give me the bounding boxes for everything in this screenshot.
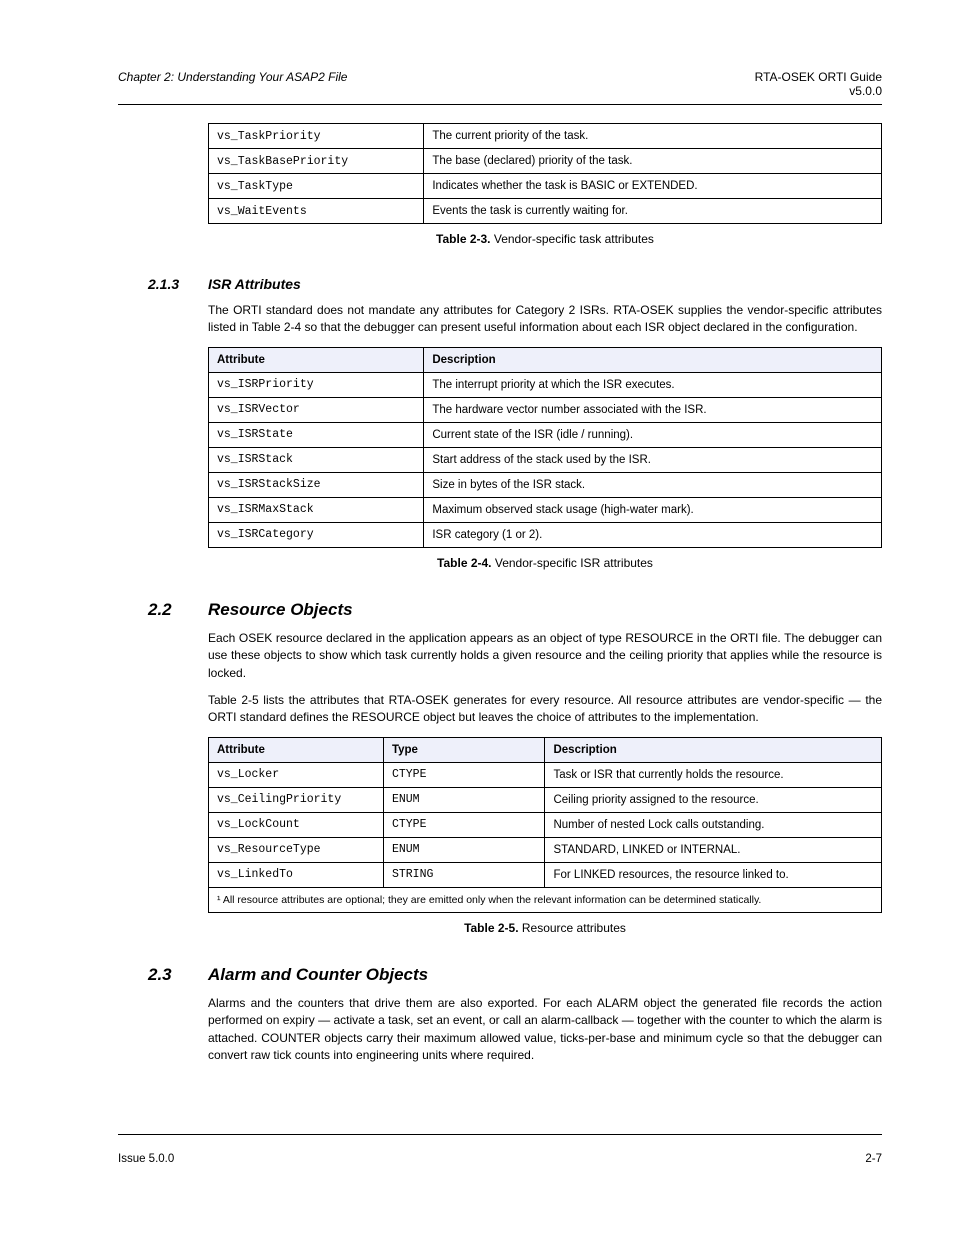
attr-cell: vs_TaskType <box>209 174 424 199</box>
attr-cell: vs_TaskPriority <box>209 124 424 149</box>
footer-left: Issue 5.0.0 <box>118 1153 174 1165</box>
table-row: vs_CeilingPriorityENUMCeiling priority a… <box>209 787 882 812</box>
table-header-row: Attribute Type Description <box>209 737 882 762</box>
attr-cell: vs_ISRMaxStack <box>209 497 424 522</box>
header-right: RTA-OSEK ORTI Guide v5.0.0 <box>755 70 882 98</box>
attr-cell: vs_ISRVector <box>209 397 424 422</box>
table-row: vs_ISRStackStart address of the stack us… <box>209 447 882 472</box>
col-header: Description <box>545 737 882 762</box>
section-2-2-title: 2.2 Resource Objects <box>208 600 882 620</box>
footer-right: 2-7 <box>865 1153 882 1165</box>
subsection-title-text: ISR Attributes <box>208 276 301 292</box>
table-2-4-caption: Table 2-4. Vendor-specific ISR attribute… <box>208 556 882 570</box>
table-2-5: Attribute Type Description vs_LockerCTYP… <box>208 737 882 913</box>
section-2-2-body-2: Table 2-5 lists the attributes that RTA-… <box>208 692 882 727</box>
desc-cell: Events the task is currently waiting for… <box>424 199 882 224</box>
header-left: Chapter 2: Understanding Your ASAP2 File <box>118 70 347 98</box>
caption-text: Vendor-specific ISR attributes <box>492 556 653 570</box>
caption-bold: Table 2-3. <box>436 232 490 246</box>
table-row: vs_TaskType Indicates whether the task i… <box>209 174 882 199</box>
caption-bold: Table 2-5. <box>464 921 518 935</box>
type-cell: CTYPE <box>383 812 545 837</box>
table-row: vs_ISRStateCurrent state of the ISR (idl… <box>209 422 882 447</box>
header-right-line2: v5.0.0 <box>849 84 882 98</box>
type-cell: ENUM <box>383 837 545 862</box>
table-row: vs_LockCountCTYPENumber of nested Lock c… <box>209 812 882 837</box>
col-header: Type <box>383 737 545 762</box>
desc-cell: ISR category (1 or 2). <box>424 522 882 547</box>
bottom-rule <box>118 1134 882 1135</box>
page-footer: Issue 5.0.0 2-7 <box>118 1153 882 1165</box>
subsection-2-1-3-body: The ORTI standard does not mandate any a… <box>208 302 882 337</box>
subsection-number: 2.1.3 <box>148 276 179 292</box>
table-2-4: Attribute Description vs_ISRPriorityThe … <box>208 347 882 548</box>
desc-cell: The current priority of the task. <box>424 124 882 149</box>
table-row: vs_TaskPriority The current priority of … <box>209 124 882 149</box>
header-right-line1: RTA-OSEK ORTI Guide <box>755 70 882 84</box>
type-cell: ENUM <box>383 787 545 812</box>
desc-cell: The base (declared) priority of the task… <box>424 149 882 174</box>
attr-cell: vs_ResourceType <box>209 837 384 862</box>
attr-cell: vs_CeilingPriority <box>209 787 384 812</box>
section-title-text: Resource Objects <box>208 600 353 619</box>
attr-cell: vs_ISRCategory <box>209 522 424 547</box>
attr-cell: vs_Locker <box>209 762 384 787</box>
col-header: Description <box>424 347 882 372</box>
attr-cell: vs_TaskBasePriority <box>209 149 424 174</box>
section-title-text: Alarm and Counter Objects <box>208 965 428 984</box>
table-row: vs_ResourceTypeENUMSTANDARD, LINKED or I… <box>209 837 882 862</box>
table-2-5-caption: Table 2-5. Resource attributes <box>208 921 882 935</box>
desc-cell: The interrupt priority at which the ISR … <box>424 372 882 397</box>
desc-cell: Indicates whether the task is BASIC or E… <box>424 174 882 199</box>
caption-text: Vendor-specific task attributes <box>491 232 654 246</box>
table-row: vs_LinkedToSTRINGFor LINKED resources, t… <box>209 862 882 887</box>
section-number: 2.3 <box>148 965 172 985</box>
attr-cell: vs_ISRState <box>209 422 424 447</box>
caption-text: Resource attributes <box>519 921 626 935</box>
desc-cell: Ceiling priority assigned to the resourc… <box>545 787 882 812</box>
caption-bold: Table 2-4. <box>437 556 491 570</box>
desc-cell: Size in bytes of the ISR stack. <box>424 472 882 497</box>
table-2-3: vs_TaskPriority The current priority of … <box>208 123 882 224</box>
table-row: vs_ISRPriorityThe interrupt priority at … <box>209 372 882 397</box>
attr-cell: vs_LockCount <box>209 812 384 837</box>
col-header: Attribute <box>209 737 384 762</box>
table-header-row: Attribute Description <box>209 347 882 372</box>
desc-cell: Number of nested Lock calls outstanding. <box>545 812 882 837</box>
table-footnote: ¹ All resource attributes are optional; … <box>209 887 882 912</box>
desc-cell: Task or ISR that currently holds the res… <box>545 762 882 787</box>
page-header: Chapter 2: Understanding Your ASAP2 File… <box>118 70 882 98</box>
table-row: vs_WaitEvents Events the task is current… <box>209 199 882 224</box>
table-row: vs_ISRVectorThe hardware vector number a… <box>209 397 882 422</box>
desc-cell: Maximum observed stack usage (high-water… <box>424 497 882 522</box>
table-footnote-row: ¹ All resource attributes are optional; … <box>209 887 882 912</box>
desc-cell: The hardware vector number associated wi… <box>424 397 882 422</box>
desc-cell: Current state of the ISR (idle / running… <box>424 422 882 447</box>
desc-cell: STANDARD, LINKED or INTERNAL. <box>545 837 882 862</box>
type-cell: CTYPE <box>383 762 545 787</box>
section-2-3-title: 2.3 Alarm and Counter Objects <box>208 965 882 985</box>
table-row: vs_ISRCategoryISR category (1 or 2). <box>209 522 882 547</box>
attr-cell: vs_ISRStack <box>209 447 424 472</box>
table-row: vs_TaskBasePriority The base (declared) … <box>209 149 882 174</box>
attr-cell: vs_ISRStackSize <box>209 472 424 497</box>
attr-cell: vs_LinkedTo <box>209 862 384 887</box>
col-header: Attribute <box>209 347 424 372</box>
section-number: 2.2 <box>148 600 172 620</box>
section-2-2-body-1: Each OSEK resource declared in the appli… <box>208 630 882 682</box>
section-2-3-body: Alarms and the counters that drive them … <box>208 995 882 1065</box>
table-2-3-caption: Table 2-3. Vendor-specific task attribut… <box>208 232 882 246</box>
attr-cell: vs_WaitEvents <box>209 199 424 224</box>
top-rule <box>118 104 882 105</box>
subsection-2-1-3-title: 2.1.3 ISR Attributes <box>208 276 882 292</box>
table-row: vs_LockerCTYPETask or ISR that currently… <box>209 762 882 787</box>
attr-cell: vs_ISRPriority <box>209 372 424 397</box>
table-row: vs_ISRStackSizeSize in bytes of the ISR … <box>209 472 882 497</box>
desc-cell: For LINKED resources, the resource linke… <box>545 862 882 887</box>
table-row: vs_ISRMaxStackMaximum observed stack usa… <box>209 497 882 522</box>
desc-cell: Start address of the stack used by the I… <box>424 447 882 472</box>
type-cell: STRING <box>383 862 545 887</box>
